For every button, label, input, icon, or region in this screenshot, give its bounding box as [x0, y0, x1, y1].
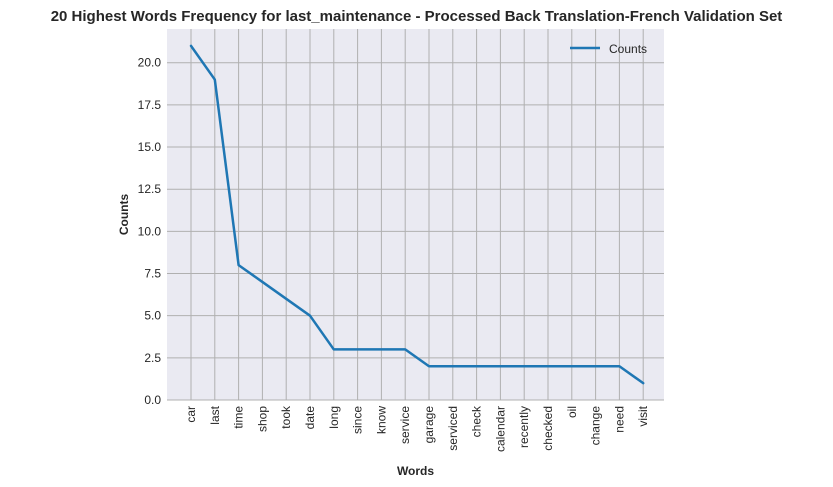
y-axis-ticks: 0.0 2.5 5.0 7.5 10.0 12.5 15.0 17.5 20.0	[138, 56, 162, 407]
chart-title: 20 Highest Words Frequency for last_main…	[50, 8, 783, 25]
y-tick-label: 0.0	[144, 393, 161, 407]
x-tick-label: serviced	[446, 406, 460, 451]
x-axis-label: Words	[397, 464, 434, 478]
x-tick-label: date	[303, 406, 317, 430]
series-layer	[189, 44, 645, 385]
x-tick-label: time	[232, 406, 246, 429]
y-tick-label: 15.0	[138, 140, 162, 154]
y-tick-label: 12.5	[138, 182, 162, 196]
x-tick-label: garage	[422, 406, 436, 444]
x-tick-label: recently	[517, 406, 531, 448]
x-tick-label: shop	[255, 406, 269, 432]
x-tick-label: oil	[565, 406, 579, 418]
plot-area	[167, 29, 664, 400]
y-tick-label: 7.5	[144, 267, 161, 281]
x-tick-label: checked	[541, 406, 555, 451]
x-tick-label: service	[398, 406, 412, 444]
y-tick-label: 5.0	[144, 309, 161, 323]
x-tick-label: know	[374, 406, 388, 434]
y-tick-label: 17.5	[138, 98, 162, 112]
legend: Counts	[570, 42, 647, 56]
x-tick-label: check	[470, 405, 484, 437]
x-axis-ticks: car last time shop took date long since know serv…	[184, 405, 650, 452]
x-tick-label: last	[208, 405, 222, 424]
series-line-counts	[189, 44, 645, 385]
x-tick-label: calendar	[493, 406, 507, 452]
y-tick-label: 20.0	[138, 56, 162, 70]
x-tick-label: visit	[636, 405, 650, 426]
x-tick-label: took	[279, 405, 293, 429]
y-axis-label: Counts	[117, 194, 131, 236]
x-tick-label: long	[327, 406, 341, 429]
y-tick-label: 10.0	[138, 224, 162, 238]
x-tick-label: since	[351, 406, 365, 434]
x-tick-label: change	[589, 406, 603, 446]
x-tick-label: car	[184, 406, 198, 423]
y-tick-label: 2.5	[144, 351, 161, 365]
legend-entry-counts: Counts	[609, 42, 647, 56]
x-tick-label: need	[612, 406, 626, 433]
grid-lines	[167, 29, 664, 401]
